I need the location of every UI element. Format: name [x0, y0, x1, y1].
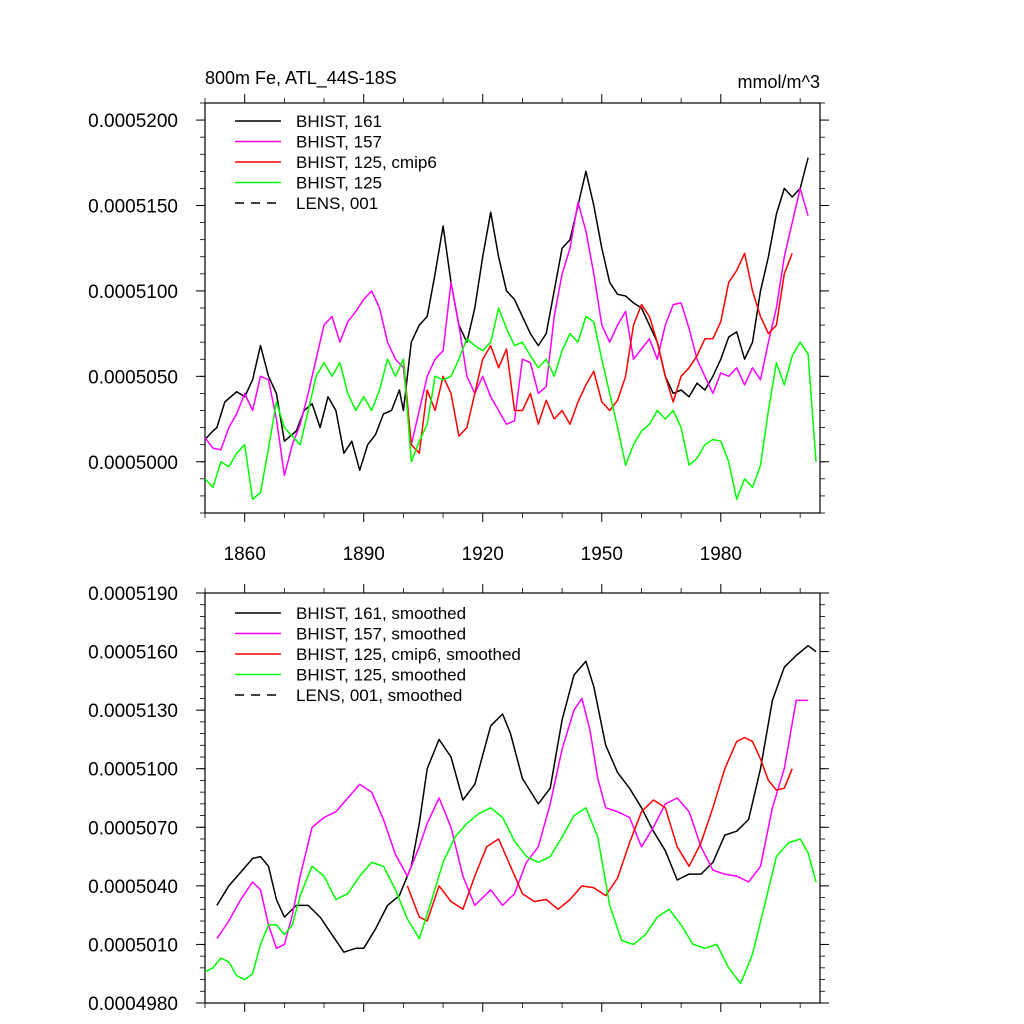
y-tick-label: 0.0005150 [88, 197, 178, 218]
plot-frame [204, 592, 821, 1004]
legend-label-lens-001: LENS, 001 [296, 194, 378, 213]
legend-label-bhist-125-smoothed: BHIST, 125, smoothed [296, 666, 466, 685]
y-tick-label: 0.0004980 [88, 994, 178, 1015]
x-tick-label: 1860 [224, 544, 266, 565]
series-line-bhist-157 [204, 187, 809, 477]
y-tick-label: 0.0005010 [88, 935, 178, 956]
legend-label-bhist-125-cmip6-smoothed: BHIST, 125, cmip6, smoothed [296, 645, 521, 664]
legend-label-bhist-157: BHIST, 157 [296, 133, 382, 152]
legend-label-bhist-125-cmip6: BHIST, 125, cmip6 [296, 153, 437, 172]
series-line-bhist-125-cmip6-smoothed [406, 736, 793, 922]
plot-title: 800m Fe, ATL_44S-18S [205, 68, 397, 89]
units-label: mmol/m^3 [738, 72, 820, 92]
legend-label-bhist-125: BHIST, 125 [296, 174, 382, 193]
x-tick-label: 1920 [462, 544, 504, 565]
y-tick-label: 0.0005070 [88, 818, 178, 839]
series-line-bhist-161-smoothed [216, 644, 817, 953]
y-tick-label: 0.0005050 [88, 367, 178, 388]
y-tick-label: 0.0005160 [88, 643, 178, 664]
bottom-panel: 0.0004980 0.0005010 0.0005040 0.0005070 0.00… [88, 584, 829, 1015]
legend-label-bhist-157-smoothed: BHIST, 157, smoothed [296, 625, 466, 644]
y-tick-label: 0.0005100 [88, 760, 178, 781]
y-tick-label: 0.0005000 [88, 453, 178, 474]
y-tick-label: 0.0005190 [88, 584, 178, 605]
series-line-bhist-125-smoothed [204, 807, 817, 985]
y-tick-label: 0.0005200 [88, 111, 178, 132]
legend-label-bhist-161-smoothed: BHIST, 161, smoothed [296, 604, 466, 623]
y-tick-label: 0.0005130 [88, 701, 178, 722]
series-line-bhist-125-cmip6 [402, 252, 793, 454]
x-tick-label: 1890 [343, 544, 385, 565]
series-line-bhist-125 [204, 307, 817, 501]
x-tick-label: 1980 [700, 544, 742, 565]
y-tick-label: 0.0005100 [88, 282, 178, 303]
legend-label-lens-001-smoothed: LENS, 001, smoothed [296, 686, 462, 705]
legend-label-bhist-161: BHIST, 161 [296, 112, 382, 131]
series-line-bhist-157-smoothed [216, 697, 809, 950]
x-tick-label: 1950 [581, 544, 623, 565]
y-tick-label: 0.0005040 [88, 877, 178, 898]
top-panel: 0.0005000 0.0005050 0.0005100 0.0005150 0.00… [88, 94, 829, 565]
